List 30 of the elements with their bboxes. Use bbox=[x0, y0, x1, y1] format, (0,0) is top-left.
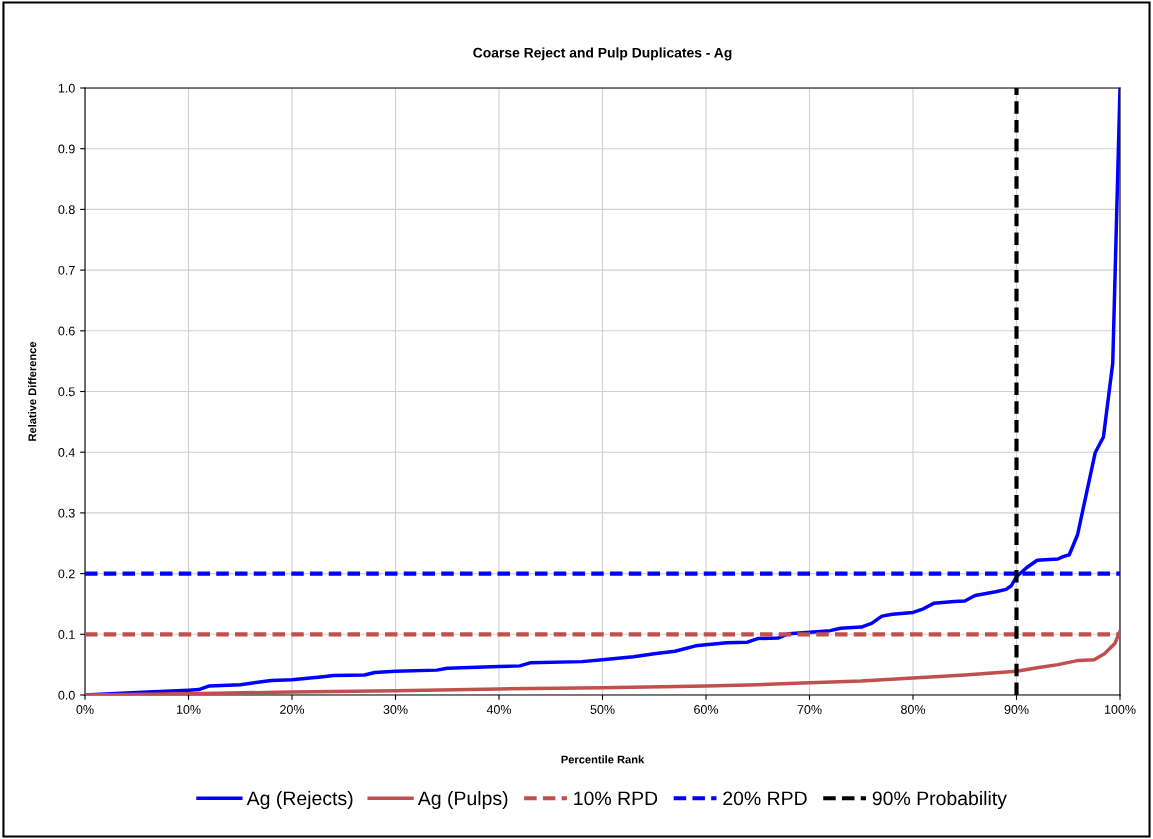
x-tick-label: 60% bbox=[694, 705, 719, 714]
y-tick-label: 0.1 bbox=[58, 630, 75, 639]
x-tick-label: 10% bbox=[176, 705, 201, 714]
legend-label: 20% RPD bbox=[723, 791, 807, 806]
y-tick-label: 0.0 bbox=[58, 690, 75, 700]
y-axis-title: Relative Difference bbox=[28, 341, 37, 441]
legend-label: 90% Probability bbox=[872, 790, 1007, 810]
y-tick-label: 0.8 bbox=[58, 205, 75, 215]
y-tick-label: 0.3 bbox=[58, 508, 75, 518]
x-tick-label: 90% bbox=[1004, 705, 1029, 714]
y-tick-label: 0.7 bbox=[58, 265, 75, 275]
y-tick-label: 1.0 bbox=[58, 83, 75, 93]
legend-label: Ag (Pulps) bbox=[417, 790, 508, 810]
y-tick-label: 0.2 bbox=[58, 569, 75, 579]
x-tick-label: 0% bbox=[76, 705, 94, 714]
x-axis-title: Percentile Rank bbox=[561, 755, 645, 764]
y-tick-label: 0.5 bbox=[58, 387, 75, 397]
x-tick-label: 40% bbox=[486, 705, 512, 714]
x-tick-label: 20% bbox=[280, 705, 305, 714]
x-tick-label: 70% bbox=[797, 705, 822, 714]
y-tick-label: 0.6 bbox=[58, 326, 75, 336]
y-tick-label: 0.9 bbox=[58, 144, 75, 154]
legend-label: 10% RPD bbox=[574, 791, 658, 806]
legend-label: Ag (Rejects) bbox=[246, 790, 353, 810]
x-tick-label: 30% bbox=[383, 705, 408, 714]
x-tick-label: 50% bbox=[590, 705, 615, 714]
chart-title: Coarse Reject and Pulp Duplicates - Ag bbox=[473, 47, 732, 61]
y-tick-label: 0.4 bbox=[58, 448, 75, 457]
x-tick-label: 100% bbox=[1104, 705, 1136, 714]
x-tick-label: 80% bbox=[901, 705, 926, 714]
